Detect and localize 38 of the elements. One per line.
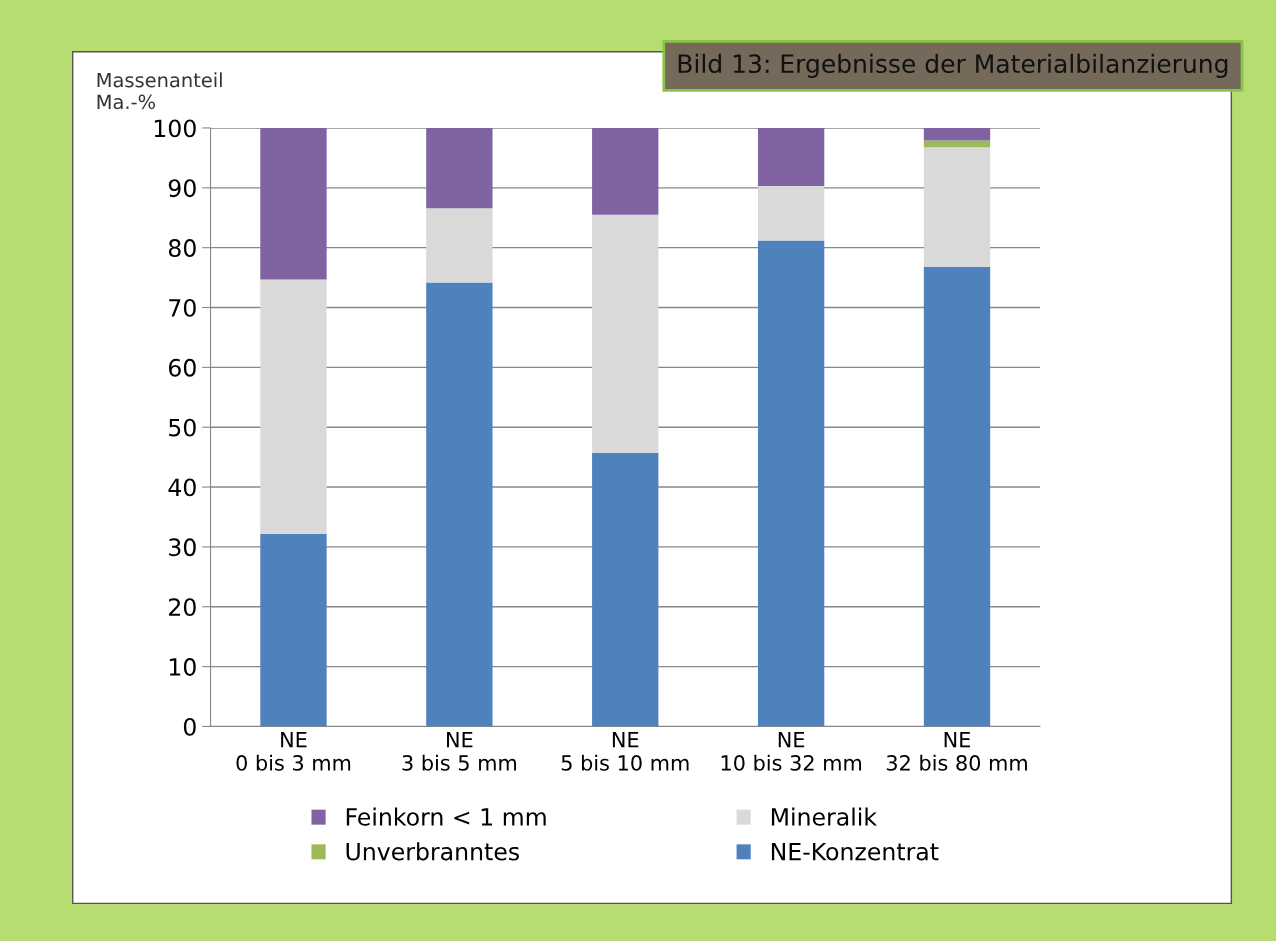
y-tick-label: 30 — [169, 538, 196, 557]
y-tick-label: 80 — [168, 239, 196, 257]
bar — [426, 208, 493, 283]
bar — [923, 266, 991, 727]
bar — [260, 127, 327, 280]
bar — [592, 452, 659, 727]
y-axis-title: Massenanteil Ma.-% — [97, 72, 222, 110]
y-tick-label: 10 — [169, 658, 196, 676]
bar — [592, 214, 659, 453]
y-tick-label: 50 — [169, 418, 196, 437]
bar — [757, 127, 825, 187]
y-tick-label: 90 — [168, 179, 196, 198]
y-tick-label: 70 — [169, 298, 196, 317]
bar — [757, 186, 825, 241]
y-tick-label: 0 — [183, 717, 196, 736]
x-tick-label: NE 3 bis 5 mm — [402, 731, 517, 771]
x-tick-label: NE 0 bis 3 mm — [236, 731, 351, 771]
y-tick-label: 20 — [169, 598, 196, 617]
x-tick-label: NE 5 bis 10 mm — [561, 731, 689, 771]
bar — [592, 127, 659, 215]
bar — [923, 147, 991, 267]
bar — [426, 282, 493, 727]
bar — [923, 127, 991, 141]
bar — [260, 533, 327, 727]
legend-label: Unverbranntes — [346, 842, 519, 861]
legend-label: Mineralik — [771, 807, 877, 826]
bar — [757, 240, 825, 727]
legend-label: Feinkorn < 1 mm — [346, 807, 546, 826]
bar — [426, 127, 493, 209]
chart-title: Bild 13: Ergebnisse der Materialbilanzierung — [678, 53, 1228, 78]
bar — [923, 140, 991, 148]
bar — [260, 279, 327, 534]
x-tick-label: NE 10 bis 32 mm — [721, 731, 862, 771]
y-tick-label: 40 — [168, 478, 196, 497]
legend-label: NE-Konzentrat — [771, 842, 939, 861]
y-tick-label: 60 — [168, 358, 196, 377]
x-tick-label: NE 32 bis 80 mm — [886, 731, 1027, 771]
y-tick-label: 100 — [154, 119, 196, 138]
